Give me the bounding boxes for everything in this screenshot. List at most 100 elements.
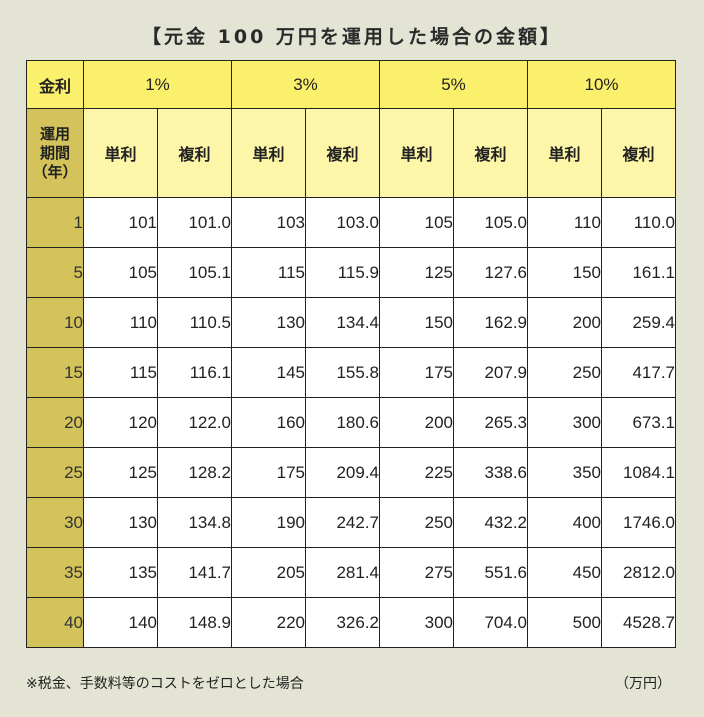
simple-interest-cell: 220 bbox=[231, 597, 306, 648]
simple-interest-header: 単利 bbox=[231, 108, 306, 198]
simple-interest-cell: 140 bbox=[83, 597, 158, 648]
compound-interest-cell: 673.1 bbox=[601, 397, 676, 448]
compound-interest-cell: 4528.7 bbox=[601, 597, 676, 648]
rate-header: 5% bbox=[379, 60, 528, 109]
simple-interest-cell: 145 bbox=[231, 347, 306, 398]
compound-interest-cell: 265.3 bbox=[453, 397, 528, 448]
compound-interest-cell: 242.7 bbox=[305, 497, 380, 548]
simple-interest-cell: 190 bbox=[231, 497, 306, 548]
year-cell: 20 bbox=[26, 397, 84, 448]
simple-interest-cell: 275 bbox=[379, 547, 454, 598]
compound-interest-cell: 134.4 bbox=[305, 297, 380, 348]
year-cell: 1 bbox=[26, 197, 84, 248]
compound-interest-cell: 259.4 bbox=[601, 297, 676, 348]
simple-interest-cell: 110 bbox=[83, 297, 158, 348]
year-cell: 35 bbox=[26, 547, 84, 598]
compound-interest-cell: 127.6 bbox=[453, 247, 528, 298]
simple-interest-cell: 110 bbox=[527, 197, 602, 248]
compound-interest-cell: 141.7 bbox=[157, 547, 232, 598]
compound-interest-cell: 105.0 bbox=[453, 197, 528, 248]
simple-interest-cell: 400 bbox=[527, 497, 602, 548]
compound-interest-header: 複利 bbox=[157, 108, 232, 198]
simple-interest-cell: 125 bbox=[379, 247, 454, 298]
simple-interest-header: 単利 bbox=[83, 108, 158, 198]
simple-interest-cell: 130 bbox=[231, 297, 306, 348]
simple-interest-cell: 500 bbox=[527, 597, 602, 648]
simple-interest-cell: 105 bbox=[83, 247, 158, 298]
compound-interest-cell: 417.7 bbox=[601, 347, 676, 398]
rate-header: 1% bbox=[83, 60, 232, 109]
compound-interest-header: 複利 bbox=[453, 108, 528, 198]
table-row: 15 115 116.1 145 155.8 175 207.9 250 417.7 bbox=[26, 347, 676, 398]
simple-interest-cell: 250 bbox=[379, 497, 454, 548]
compound-interest-cell: 162.9 bbox=[453, 297, 528, 348]
simple-interest-cell: 105 bbox=[379, 197, 454, 248]
simple-interest-cell: 135 bbox=[83, 547, 158, 598]
table-row: 40 140 148.9 220 326.2 300 704.0 500 4528.7 bbox=[26, 597, 676, 648]
rate-header-row: 金利 1% 3% 5% 10% bbox=[26, 60, 676, 109]
simple-interest-cell: 450 bbox=[527, 547, 602, 598]
compound-interest-cell: 1084.1 bbox=[601, 447, 676, 498]
page-title: 【元金 100 万円を運用した場合の金額】 bbox=[142, 26, 562, 48]
simple-interest-cell: 250 bbox=[527, 347, 602, 398]
compound-interest-cell: 180.6 bbox=[305, 397, 380, 448]
compound-interest-cell: 101.0 bbox=[157, 197, 232, 248]
compound-interest-cell: 148.9 bbox=[157, 597, 232, 648]
simple-interest-cell: 101 bbox=[83, 197, 158, 248]
year-cell: 15 bbox=[26, 347, 84, 398]
compound-interest-cell: 326.2 bbox=[305, 597, 380, 648]
compound-interest-cell: 134.8 bbox=[157, 497, 232, 548]
simple-interest-cell: 150 bbox=[527, 247, 602, 298]
simple-interest-header: 単利 bbox=[379, 108, 454, 198]
simple-interest-cell: 130 bbox=[83, 497, 158, 548]
table-row: 1 101 101.0 103 103.0 105 105.0 110 110.0 bbox=[26, 197, 676, 248]
simple-interest-cell: 350 bbox=[527, 447, 602, 498]
compound-interest-cell: 281.4 bbox=[305, 547, 380, 598]
interest-type-header-row: 運用 期間 （年） 単利 複利 単利 複利 単利 複利 単利 複利 bbox=[26, 108, 676, 198]
compound-interest-cell: 1746.0 bbox=[601, 497, 676, 548]
compound-interest-cell: 2812.0 bbox=[601, 547, 676, 598]
simple-interest-cell: 205 bbox=[231, 547, 306, 598]
compound-interest-cell: 209.4 bbox=[305, 447, 380, 498]
simple-interest-cell: 300 bbox=[379, 597, 454, 648]
compound-interest-cell: 155.8 bbox=[305, 347, 380, 398]
compound-interest-cell: 432.2 bbox=[453, 497, 528, 548]
compound-interest-cell: 338.6 bbox=[453, 447, 528, 498]
footnote: ※税金、手数料等のコストをゼロとした場合 bbox=[26, 676, 304, 692]
investment-table: 金利 1% 3% 5% 10% 運用 期間 （年） 単利 複利 単利 複利 単利… bbox=[26, 60, 676, 648]
simple-interest-cell: 150 bbox=[379, 297, 454, 348]
table-row: 10 110 110.5 130 134.4 150 162.9 200 259.4 bbox=[26, 297, 676, 348]
year-cell: 30 bbox=[26, 497, 84, 548]
simple-interest-cell: 120 bbox=[83, 397, 158, 448]
simple-interest-cell: 225 bbox=[379, 447, 454, 498]
simple-interest-cell: 175 bbox=[231, 447, 306, 498]
table-row: 25 125 128.2 175 209.4 225 338.6 350 1084.1 bbox=[26, 447, 676, 498]
compound-interest-cell: 105.1 bbox=[157, 247, 232, 298]
year-cell: 40 bbox=[26, 597, 84, 648]
unit-label: （万円） bbox=[615, 676, 671, 692]
compound-interest-cell: 103.0 bbox=[305, 197, 380, 248]
simple-interest-cell: 160 bbox=[231, 397, 306, 448]
simple-interest-cell: 300 bbox=[527, 397, 602, 448]
rate-header: 3% bbox=[231, 60, 380, 109]
simple-interest-cell: 125 bbox=[83, 447, 158, 498]
compound-interest-header: 複利 bbox=[305, 108, 380, 198]
compound-interest-cell: 704.0 bbox=[453, 597, 528, 648]
rate-header: 10% bbox=[527, 60, 676, 109]
table-row: 30 130 134.8 190 242.7 250 432.2 400 1746.0 bbox=[26, 497, 676, 548]
compound-interest-cell: 161.1 bbox=[601, 247, 676, 298]
compound-interest-cell: 116.1 bbox=[157, 347, 232, 398]
compound-interest-cell: 110.5 bbox=[157, 297, 232, 348]
compound-interest-cell: 128.2 bbox=[157, 447, 232, 498]
simple-interest-cell: 103 bbox=[231, 197, 306, 248]
compound-interest-cell: 115.9 bbox=[305, 247, 380, 298]
period-label: 運用 期間 （年） bbox=[26, 108, 84, 198]
compound-interest-cell: 122.0 bbox=[157, 397, 232, 448]
simple-interest-header: 単利 bbox=[527, 108, 602, 198]
table-row: 5 105 105.1 115 115.9 125 127.6 150 161.1 bbox=[26, 247, 676, 298]
year-cell: 25 bbox=[26, 447, 84, 498]
simple-interest-cell: 115 bbox=[83, 347, 158, 398]
simple-interest-cell: 115 bbox=[231, 247, 306, 298]
simple-interest-cell: 175 bbox=[379, 347, 454, 398]
simple-interest-cell: 200 bbox=[527, 297, 602, 348]
